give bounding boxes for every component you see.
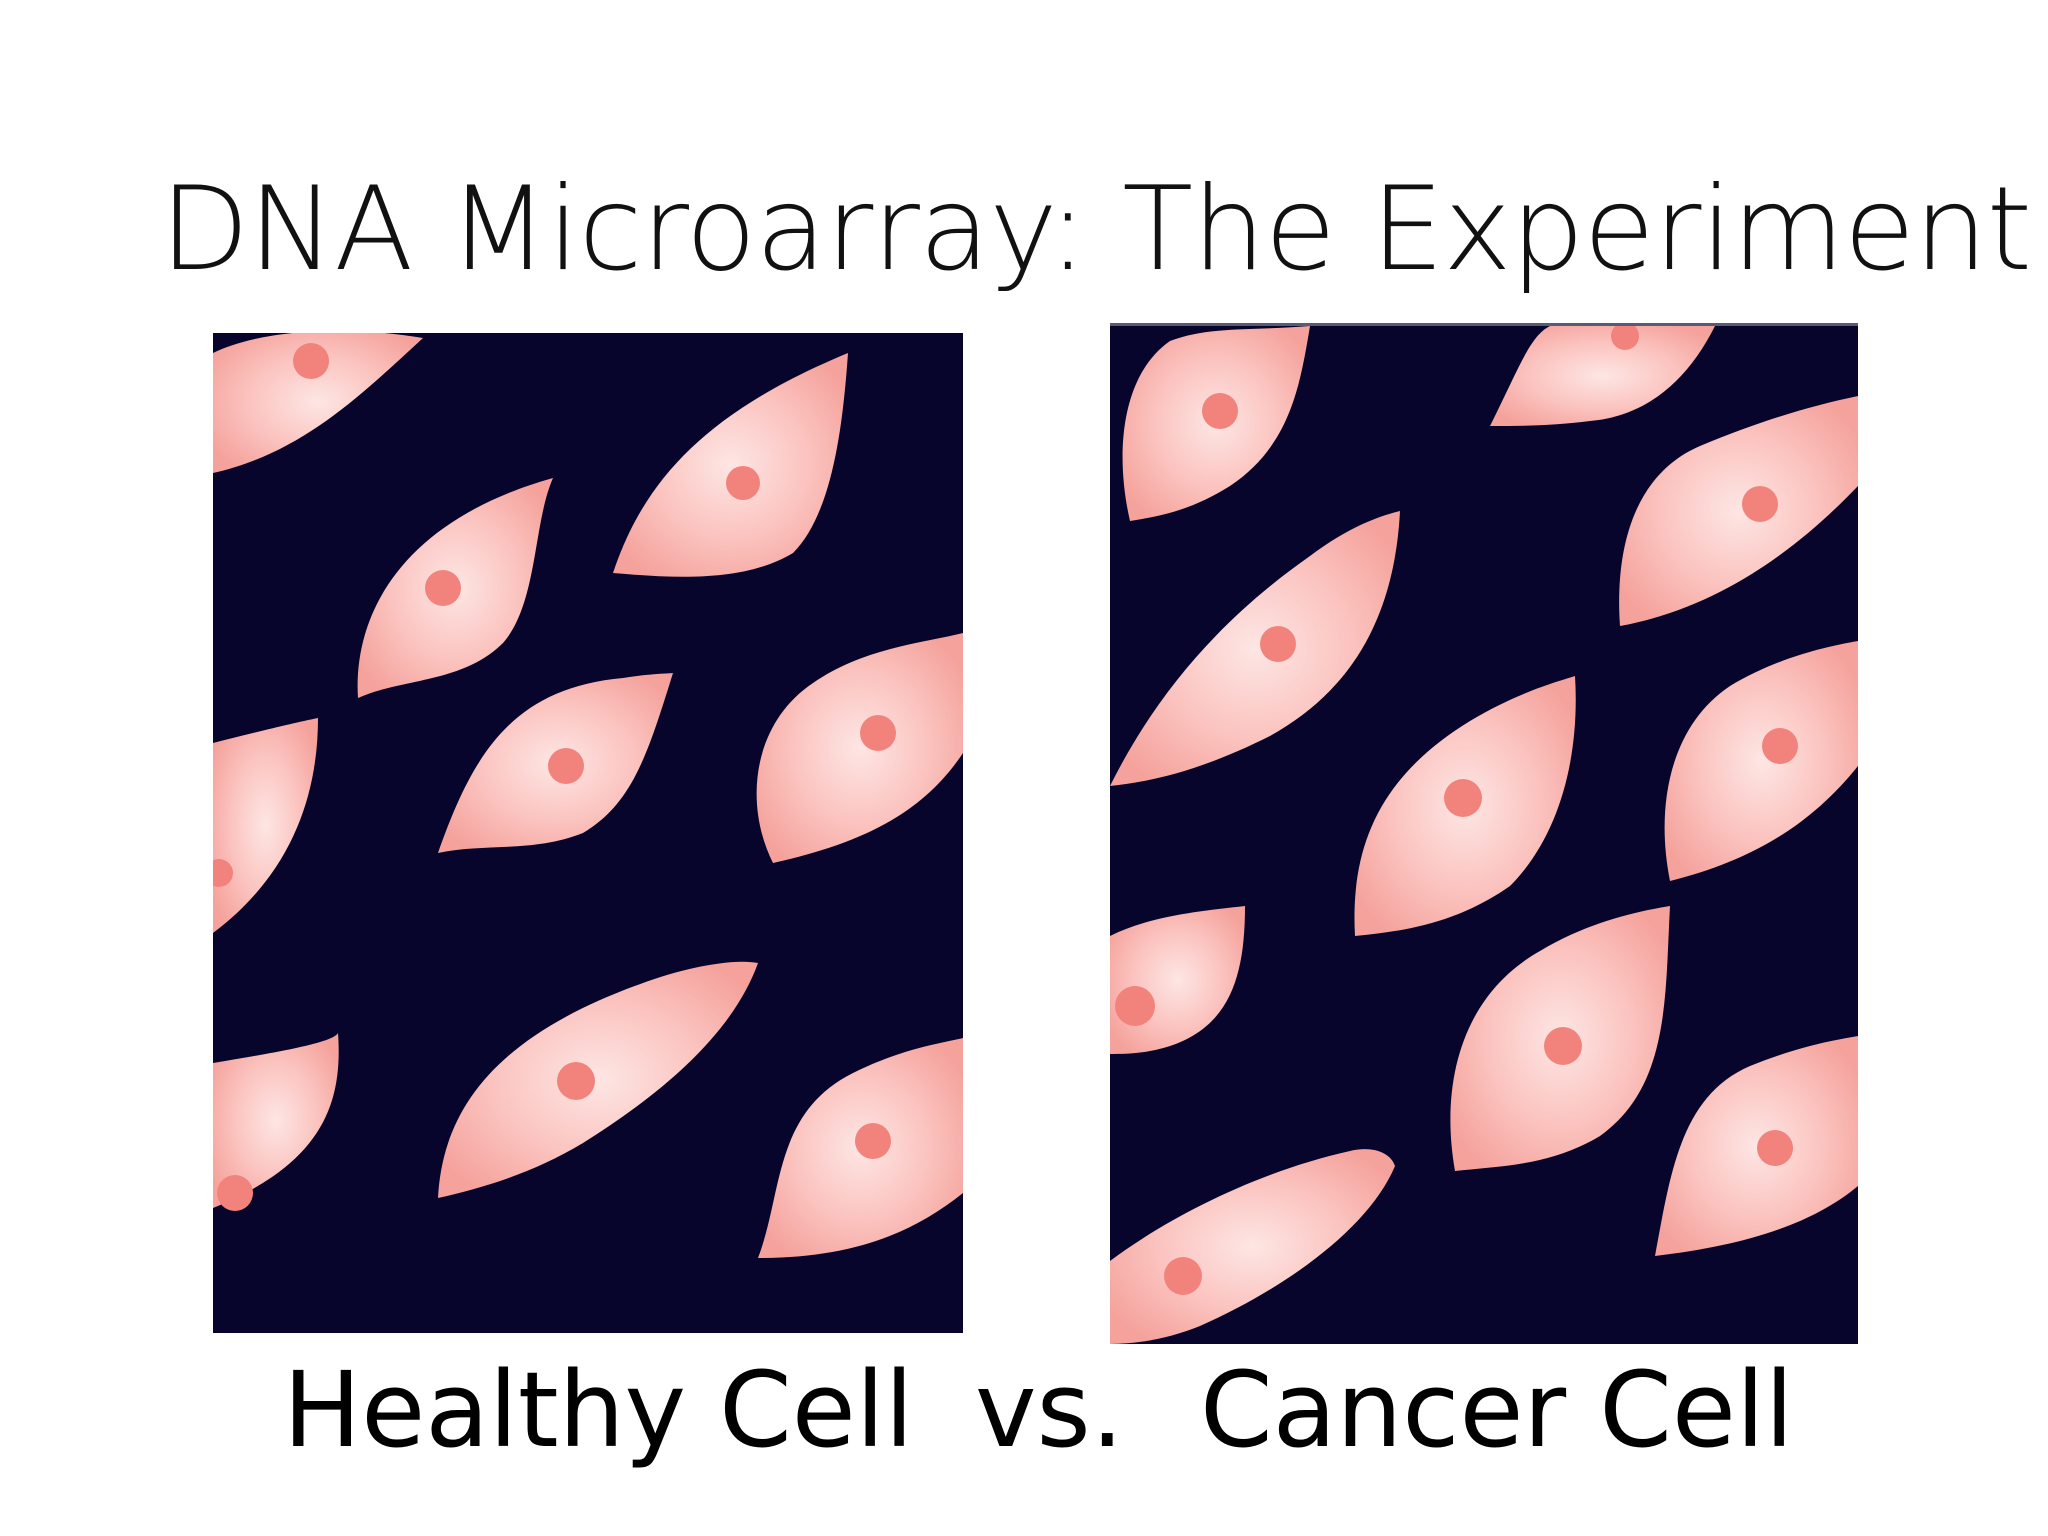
cell-nucleus bbox=[1260, 626, 1296, 662]
cell-nucleus bbox=[1544, 1027, 1582, 1065]
cell-nucleus bbox=[1757, 1130, 1793, 1166]
cell-nucleus bbox=[217, 1175, 253, 1211]
slide-title: DNA Microarray: The Experiment bbox=[160, 162, 2032, 297]
cell-shape bbox=[213, 333, 423, 473]
cell-nucleus bbox=[213, 859, 233, 887]
cell-nucleus bbox=[557, 1062, 595, 1100]
cell-nucleus bbox=[855, 1123, 891, 1159]
cell-nucleus bbox=[1444, 779, 1482, 817]
cell-shape bbox=[756, 633, 963, 863]
cell-shape bbox=[1490, 326, 1715, 426]
cell-shape bbox=[1110, 906, 1245, 1054]
vs-separator: vs. bbox=[975, 1349, 1124, 1471]
cell-shape bbox=[1664, 641, 1858, 881]
cell-shape bbox=[1110, 1149, 1395, 1344]
cell-nucleus bbox=[548, 748, 584, 784]
cell-shape bbox=[1655, 1036, 1858, 1256]
cancer-cell-image bbox=[1110, 323, 1858, 1344]
cell-nucleus bbox=[726, 466, 760, 500]
cell-shape bbox=[1110, 511, 1400, 786]
cell-nucleus bbox=[1115, 986, 1155, 1026]
cell-shape bbox=[613, 353, 848, 577]
cell-nucleus bbox=[860, 715, 896, 751]
cell-shape bbox=[438, 961, 758, 1198]
healthy-cell-image bbox=[213, 333, 963, 1333]
healthy-cell-caption: Healthy Cell bbox=[283, 1349, 914, 1471]
cell-shape bbox=[213, 1033, 339, 1208]
cancer-cell-illustration bbox=[1110, 326, 1858, 1344]
cancer-cell-caption: Cancer Cell bbox=[1200, 1349, 1794, 1471]
cell-nucleus bbox=[1611, 326, 1639, 350]
healthy-cell-illustration bbox=[213, 333, 963, 1258]
cell-nucleus bbox=[1762, 728, 1798, 764]
cell-shape bbox=[213, 718, 318, 933]
cell-nucleus bbox=[1202, 393, 1238, 429]
cell-nucleus bbox=[1164, 1257, 1202, 1295]
cell-nucleus bbox=[1742, 486, 1778, 522]
cell-nucleus bbox=[425, 570, 461, 606]
cell-shape bbox=[1619, 396, 1858, 626]
cell-nucleus bbox=[293, 343, 329, 379]
